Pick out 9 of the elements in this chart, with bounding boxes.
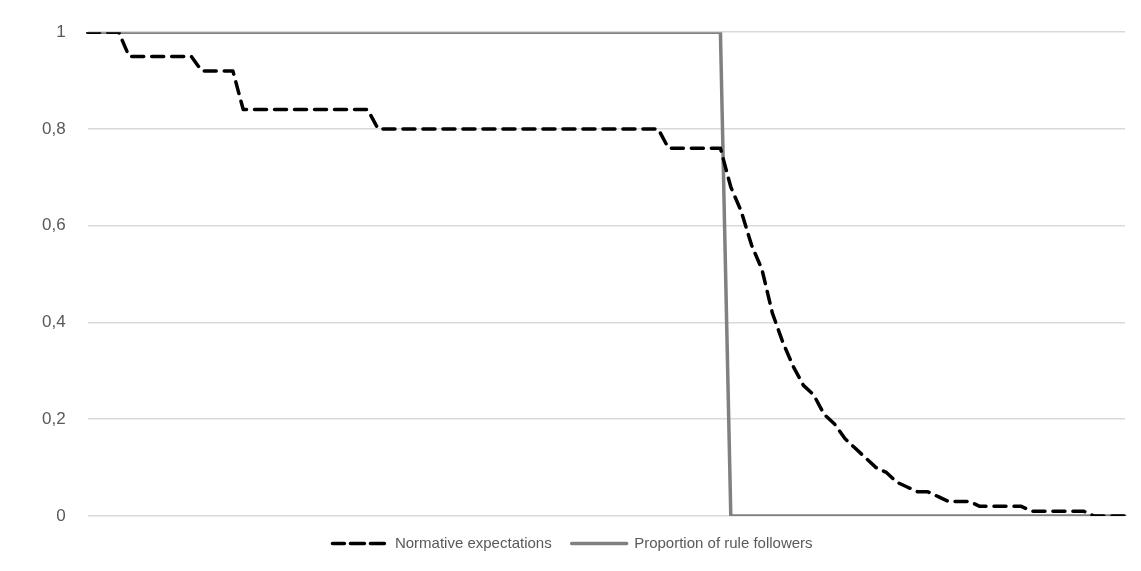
- line-series: [85, 32, 1127, 516]
- y-tick-label: 0,8: [41, 118, 66, 138]
- y-tick-label: 0: [56, 505, 66, 525]
- y-tick-label: 0,6: [41, 215, 66, 235]
- legend-label: Normative expectations: [394, 533, 552, 551]
- legend-label: Proportion of rule followers: [634, 533, 813, 551]
- y-tick-label: 0,4: [41, 312, 66, 332]
- y-tick-label: 0,2: [41, 408, 66, 428]
- y-tick-label: 1: [56, 21, 66, 41]
